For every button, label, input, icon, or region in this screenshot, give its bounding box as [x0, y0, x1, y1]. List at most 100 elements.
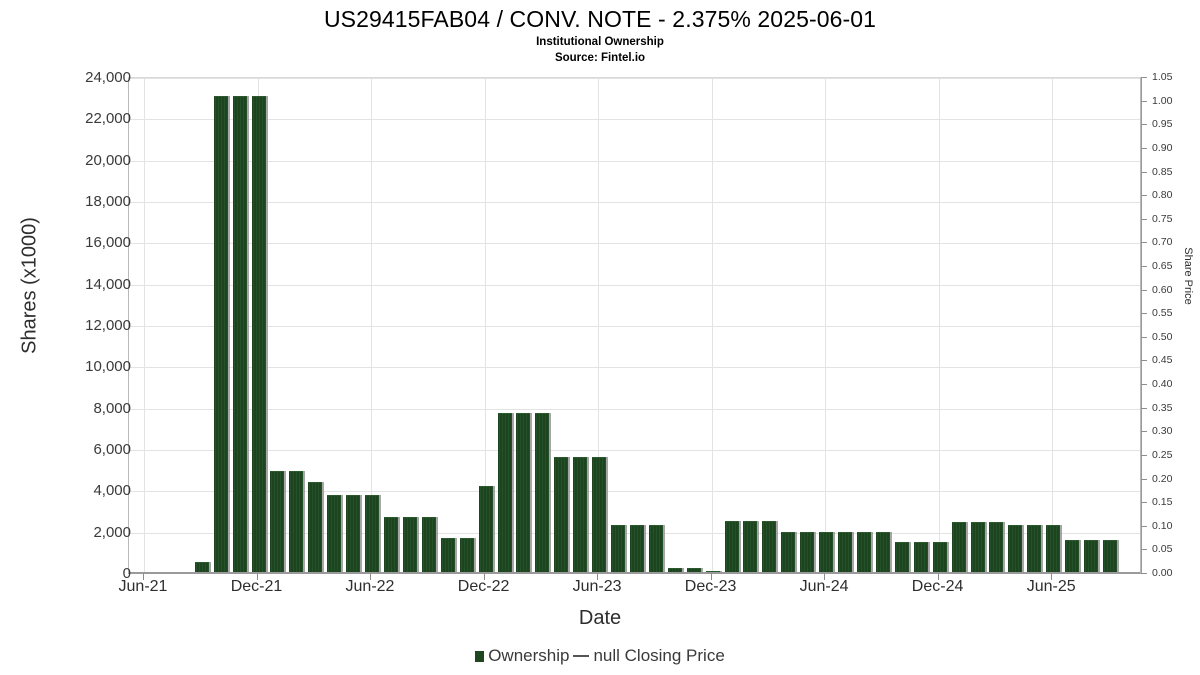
y2-tick-label: 0.95: [1152, 118, 1173, 131]
y2-tick-mark: [1141, 525, 1147, 527]
legend-square-icon: [475, 650, 485, 662]
ownership-bar[interactable]: [421, 516, 436, 572]
y2-tick-label: 0.05: [1152, 543, 1173, 556]
ownership-bar[interactable]: [1027, 525, 1042, 572]
y2-tick-mark: [1141, 407, 1147, 409]
gridline-x: [711, 78, 713, 573]
gridline-x: [144, 78, 145, 573]
y2-tick-mark: [1141, 242, 1147, 244]
x-tick-label: Jun-21: [118, 578, 168, 595]
ownership-bar[interactable]: [459, 537, 474, 572]
x-tick-mark: [256, 573, 258, 580]
ownership-bar[interactable]: [535, 412, 550, 572]
y2-tick-mark: [1141, 100, 1147, 102]
ownership-bar[interactable]: [1008, 525, 1023, 572]
ownership-bar[interactable]: [800, 531, 815, 572]
legend-label-closing-price: null Closing Price: [593, 646, 725, 665]
ownership-bar[interactable]: [762, 521, 777, 572]
ownership-bar[interactable]: [384, 516, 398, 572]
ownership-bar[interactable]: [989, 521, 1004, 572]
y2-tick-label: 0.50: [1152, 330, 1173, 343]
y-tick-label: 16,000: [85, 234, 131, 252]
ownership-bar[interactable]: [308, 481, 323, 572]
y2-tick-label: 0.20: [1152, 472, 1173, 485]
x-tick-label: Dec-24: [911, 578, 964, 595]
ownership-bar[interactable]: [497, 412, 512, 572]
y2-tick-mark: [1141, 313, 1147, 315]
zero-baseline: [129, 572, 1140, 573]
y-tick-label: 0: [122, 565, 131, 582]
plot-area: [128, 77, 1141, 573]
y2-tick-label: 0.40: [1152, 378, 1173, 390]
y-tick-label: 22,000: [85, 110, 131, 128]
ownership-bar[interactable]: [365, 495, 379, 572]
ownership-bar[interactable]: [1084, 539, 1098, 572]
y-tick-label: 2,000: [93, 523, 131, 541]
y2-tick-label: 0.15: [1152, 496, 1173, 509]
ownership-bar[interactable]: [440, 537, 455, 572]
x-tick-label: Jun-22: [345, 578, 395, 595]
y-tick-label: 4,000: [93, 482, 131, 500]
ownership-bar[interactable]: [686, 567, 701, 572]
ownership-bar[interactable]: [838, 531, 852, 572]
ownership-bar[interactable]: [251, 96, 266, 572]
legend-item-ownership[interactable]: Ownership: [475, 646, 569, 666]
ownership-bar[interactable]: [857, 531, 871, 572]
ownership-bar[interactable]: [611, 524, 625, 572]
ownership-bar[interactable]: [554, 456, 569, 572]
ownership-bar[interactable]: [573, 456, 588, 572]
y-tick-label: 10,000: [85, 358, 131, 376]
x-tick-mark: [710, 573, 712, 580]
ownership-bar[interactable]: [970, 521, 985, 572]
ownership-bar[interactable]: [289, 471, 304, 572]
ownership-bar[interactable]: [516, 412, 531, 572]
ownership-bar[interactable]: [913, 542, 928, 572]
ownership-bar[interactable]: [346, 495, 361, 572]
x-tick-label: Jun-25: [1026, 578, 1076, 595]
y2-axis-line: [1141, 77, 1142, 574]
ownership-bar[interactable]: [402, 516, 417, 572]
ownership-bar[interactable]: [270, 471, 285, 572]
y2-tick-mark: [1141, 266, 1147, 267]
ownership-bar[interactable]: [1046, 525, 1061, 572]
ownership-bar[interactable]: [667, 567, 682, 572]
ownership-bar[interactable]: [1102, 539, 1117, 572]
ownership-bar[interactable]: [875, 531, 890, 572]
y2-tick-mark: [1141, 147, 1147, 149]
x-tick-label: Jun-24: [799, 578, 849, 595]
ownership-bar[interactable]: [894, 542, 909, 572]
y-tick-label: 24,000: [85, 69, 131, 86]
ownership-bar[interactable]: [819, 531, 834, 572]
ownership-bar[interactable]: [213, 96, 228, 572]
gridline-y: [129, 367, 1140, 369]
ownership-bar[interactable]: [743, 521, 758, 572]
ownership-bar[interactable]: [629, 524, 644, 572]
gridline-x: [484, 78, 486, 573]
ownership-bar-series: [129, 78, 1140, 572]
ownership-bar[interactable]: [478, 485, 493, 572]
x-tick-mark: [937, 573, 939, 580]
x-tick-label: Dec-21: [230, 578, 283, 595]
gridline-y: [129, 243, 1140, 245]
y2-tick-label: 0.00: [1152, 567, 1173, 579]
ownership-bar[interactable]: [194, 562, 209, 572]
ownership-bar[interactable]: [932, 542, 947, 572]
ownership-bar[interactable]: [1065, 539, 1080, 572]
y2-tick-mark: [1141, 502, 1147, 504]
ownership-bar[interactable]: [592, 456, 607, 572]
y2-tick-label: 0.25: [1152, 448, 1173, 461]
gridline-y: [129, 450, 1140, 451]
gridline-x: [371, 78, 372, 573]
legend-item-closing-price[interactable]: null Closing Price: [573, 646, 725, 666]
ownership-bar[interactable]: [648, 524, 663, 572]
x-tick-label: Dec-23: [684, 578, 737, 595]
ownership-bar[interactable]: [705, 571, 720, 572]
gridline-x: [598, 78, 600, 573]
ownership-bar[interactable]: [724, 521, 739, 572]
ownership-bar[interactable]: [232, 96, 247, 572]
gridline-y: [129, 119, 1140, 121]
ownership-bar[interactable]: [327, 495, 342, 572]
ownership-bar[interactable]: [951, 521, 966, 572]
x-axis-line: [128, 573, 1142, 574]
ownership-bar[interactable]: [781, 531, 796, 572]
